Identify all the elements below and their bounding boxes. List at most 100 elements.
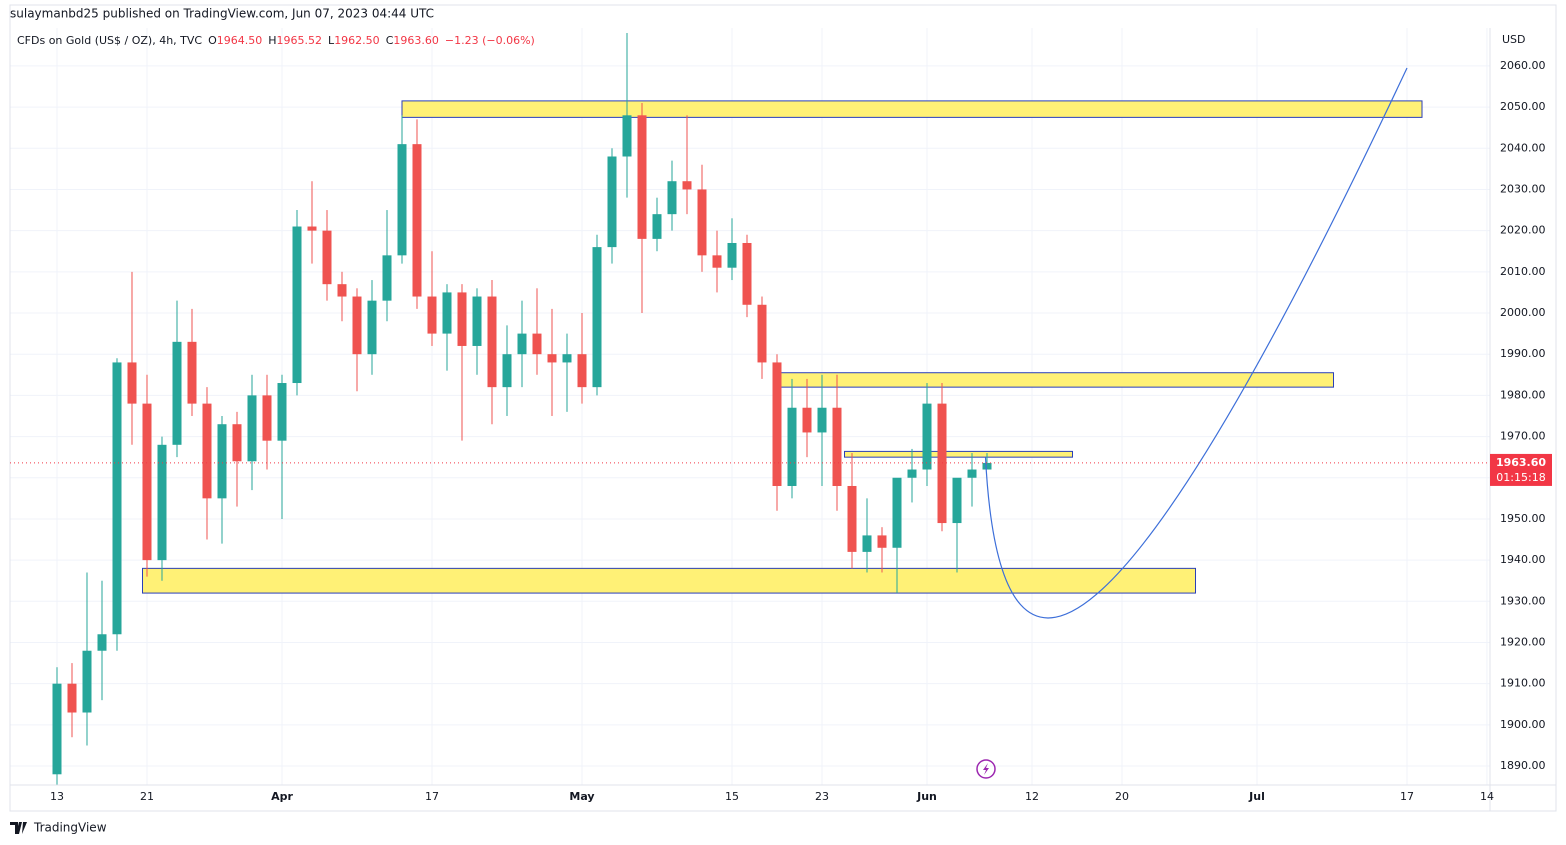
candle-body (697, 189, 707, 256)
y-tick-label: 2060.00 (1500, 59, 1546, 72)
x-tick-label: 23 (815, 790, 829, 803)
candle-body (382, 255, 392, 301)
candle-body (712, 255, 722, 268)
brand: TradingView (33, 821, 107, 835)
candle-body (97, 634, 107, 651)
x-tick-label: 17 (425, 790, 439, 803)
x-tick-label: Apr (271, 790, 293, 803)
projection-curve (984, 67, 1408, 619)
candle-body (607, 156, 617, 248)
x-tick-label: 13 (50, 790, 64, 803)
candle-body (562, 354, 572, 363)
ohlc-key: H (268, 34, 276, 47)
candle-body (862, 535, 872, 552)
x-tick-label: 17 (1400, 790, 1414, 803)
last-price-box (1490, 453, 1552, 486)
symbol: CFDs on Gold (US$ / OZ), 4h, TVC (17, 34, 202, 47)
candle-body (127, 362, 137, 404)
y-tick-label: 1970.00 (1500, 430, 1546, 443)
candle-body (772, 362, 782, 486)
candle-body (157, 444, 167, 561)
candle-body (652, 214, 662, 239)
candle-body (517, 333, 527, 355)
candle-body (427, 296, 437, 334)
zone (401, 100, 1423, 118)
candle-body (832, 407, 842, 486)
x-tick-label: Jun (916, 790, 937, 803)
y-tick-label: 1940.00 (1500, 553, 1546, 566)
change: −1.23 (−0.06%) (445, 34, 535, 47)
candle-body (892, 477, 902, 548)
candle-body (502, 354, 512, 388)
candle-body (757, 304, 767, 363)
candle-body (187, 341, 197, 404)
candle-body (277, 383, 287, 441)
candle-body (292, 226, 302, 384)
publisher: sulaymanbd25 published on TradingView.co… (10, 7, 434, 21)
ohlc: O1964.50 H1965.52 L1962.50 C1963.60 −1.23 (−… (208, 34, 535, 47)
candle-body (217, 424, 227, 499)
candle-body (742, 242, 752, 305)
y-tick-label: 1900.00 (1500, 718, 1546, 731)
candle-body (847, 485, 857, 552)
candle-body (202, 403, 212, 499)
y-tick-label: 2050.00 (1500, 100, 1546, 113)
x-tick-label: May (569, 790, 594, 803)
candle-body (412, 144, 422, 297)
y-tick-label: 2030.00 (1500, 182, 1546, 195)
ohlc-key: O (208, 34, 217, 47)
candle-body (727, 242, 737, 268)
candle-body (532, 333, 542, 355)
candle-body (967, 469, 977, 478)
candle-body (172, 341, 182, 445)
candle-body (637, 115, 647, 239)
ohlc-key: C (386, 34, 394, 47)
x-tick-label: 12 (1025, 790, 1039, 803)
candle-body (232, 424, 242, 462)
candle-body (472, 296, 482, 346)
candle-body (457, 292, 467, 346)
countdown: 01:15:18 (1496, 471, 1545, 484)
ohlc-key: L (328, 34, 335, 47)
ohlc-value: 1962.50 (334, 34, 380, 47)
candle-body (82, 650, 92, 713)
y-tick-label: 1910.00 (1500, 677, 1546, 690)
x-tick-label: 21 (140, 790, 154, 803)
candle-body (142, 403, 152, 561)
candle-body (262, 395, 272, 441)
candle-body (112, 362, 122, 635)
candle-body (577, 354, 587, 388)
candle-body (802, 407, 812, 433)
candle-body (817, 407, 827, 433)
zone (844, 450, 1074, 458)
y-tick-label: 2010.00 (1500, 265, 1546, 278)
candle-body (247, 395, 257, 462)
candle-body (622, 115, 632, 157)
candle-body (787, 407, 797, 486)
frame (9, 4, 1557, 812)
x-tick-label: 20 (1115, 790, 1129, 803)
plot (52, 32, 1423, 785)
candle-body (67, 683, 77, 713)
y-tick-label: 1950.00 (1500, 512, 1546, 525)
x-tick-label: 15 (725, 790, 739, 803)
last-price-label: 1963.60 (1496, 456, 1546, 469)
candle-body (487, 296, 497, 388)
candle-body (337, 284, 347, 297)
ohlc-value: 1965.52 (277, 34, 323, 47)
y-tick-label: 2020.00 (1500, 224, 1546, 237)
candle-body (52, 683, 62, 775)
candle-body (547, 354, 557, 363)
candle-body (952, 477, 962, 524)
zone (773, 372, 1335, 388)
y-tick-label: 2000.00 (1500, 306, 1546, 319)
ohlc-value: 1964.50 (217, 34, 263, 47)
grid (10, 28, 1490, 785)
candle-body (367, 300, 377, 355)
candle-body (322, 230, 332, 285)
y-tick-label: 1980.00 (1500, 388, 1546, 401)
candle-body (667, 181, 677, 215)
y-tick-label: 1890.00 (1500, 759, 1546, 772)
tv-logo (10, 822, 27, 834)
